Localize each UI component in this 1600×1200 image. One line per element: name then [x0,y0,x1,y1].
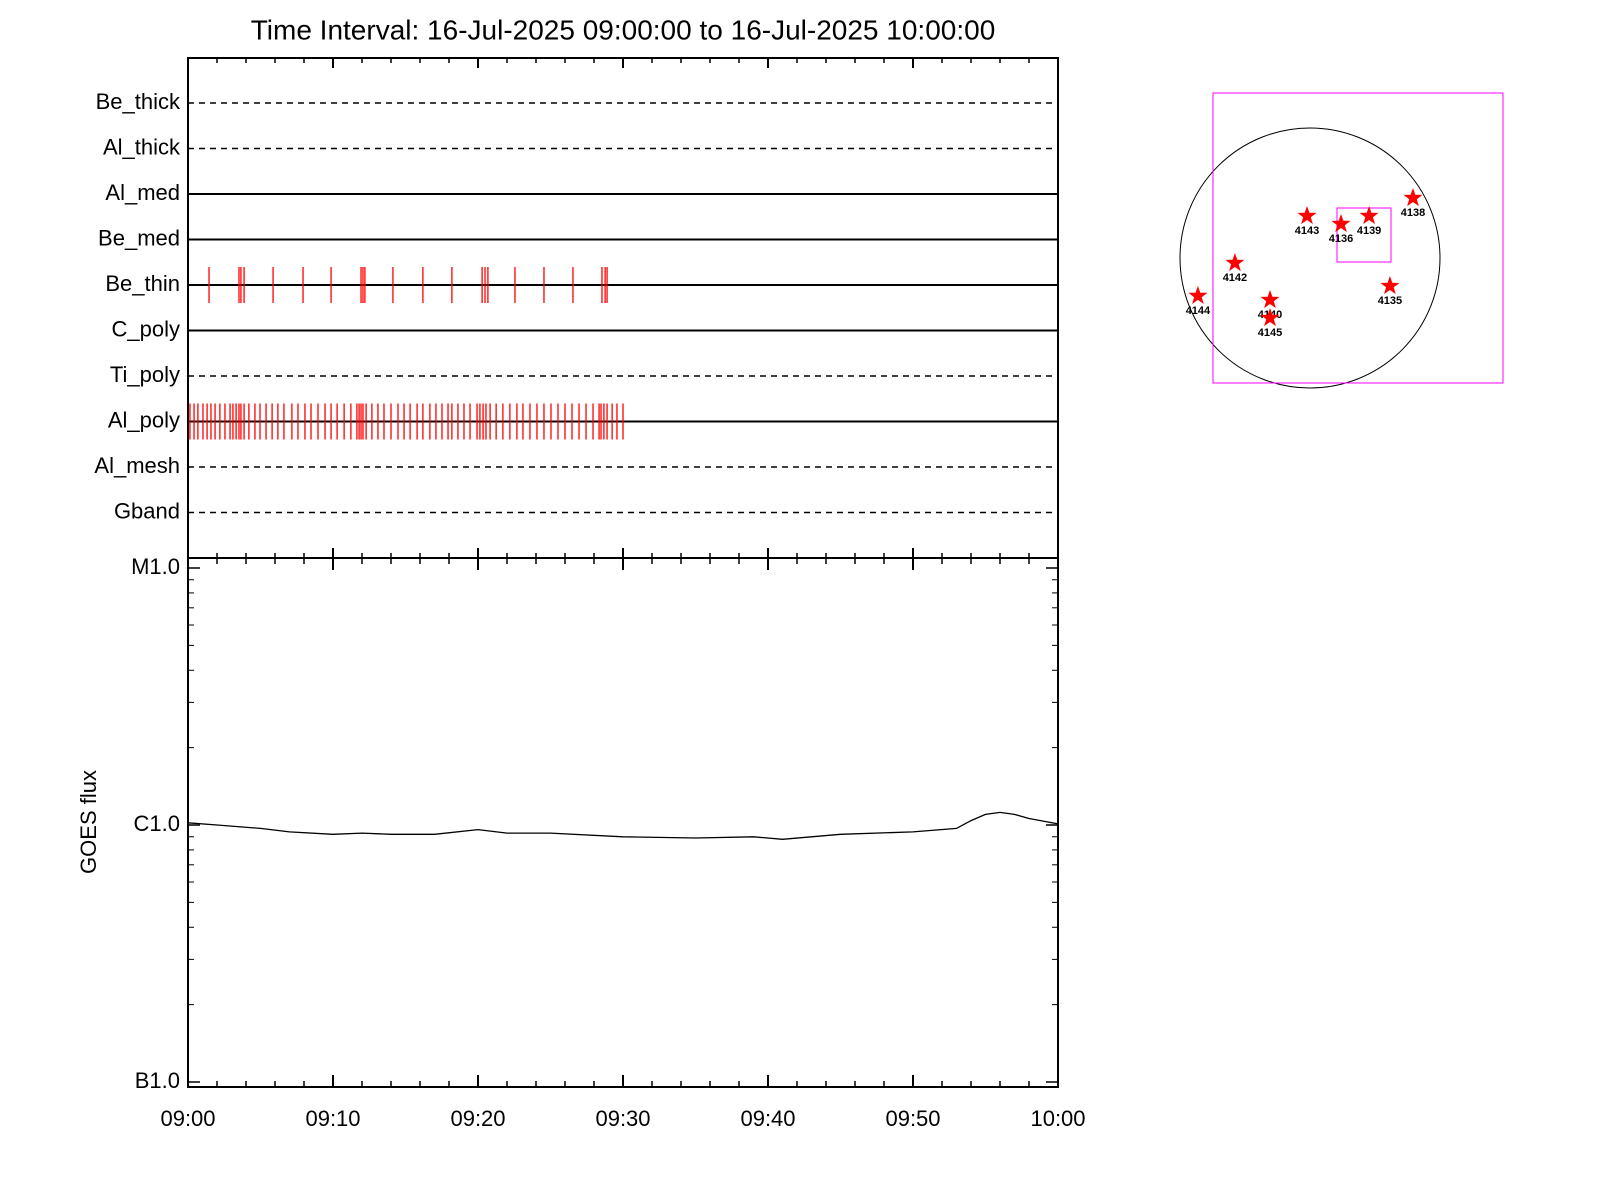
chart-title: Time Interval: 16-Jul-2025 09:00:00 to 1… [251,14,996,45]
row-label: Be_med [98,225,180,250]
region-label: 4136 [1329,233,1353,245]
y-tick-label: B1.0 [135,1068,180,1093]
region-marker [1331,214,1351,233]
row-label: Al_thick [103,134,181,159]
field-of-view [1212,92,1504,384]
x-tick-label: 09:20 [450,1106,505,1131]
y-tick-label: C1.0 [134,811,180,836]
flux-panel-frame [187,557,1059,1088]
event-panel-frame [187,57,1059,559]
flux-line [187,811,1059,840]
solar-disk [1179,127,1441,389]
row-label: Be_thin [105,271,180,296]
y-tick-label: M1.0 [131,554,180,579]
x-tick-label: 09:40 [740,1106,795,1131]
region-label: 4138 [1401,207,1425,219]
x-tick-label: 09:50 [885,1106,940,1131]
y-axis-label: GOES flux [76,770,101,874]
region-label: 4144 [1186,305,1211,317]
x-tick-label: 09:00 [160,1106,215,1131]
region-label: 4142 [1223,272,1247,284]
region-label: 4143 [1295,225,1319,237]
sub-field-of-view [1336,207,1392,263]
row-label: Be_thick [96,89,181,114]
region-label: 4139 [1357,225,1381,237]
region-label: 4145 [1258,327,1282,339]
row-label: Gband [114,498,180,523]
region-marker [1260,290,1280,309]
region-marker [1225,253,1245,272]
row-label: C_poly [112,316,180,341]
row-label: Al_poly [108,407,180,432]
x-tick-label: 09:30 [595,1106,650,1131]
region-marker [1380,276,1400,295]
region-marker [1403,188,1423,207]
row-label: Ti_poly [110,362,180,387]
region-label: 4135 [1378,295,1402,307]
region-marker [1260,308,1280,327]
row-label: Al_med [105,180,180,205]
x-tick-label: 10:00 [1030,1106,1085,1131]
region-marker [1359,206,1379,225]
row-label: Al_mesh [94,453,180,478]
region-marker [1188,285,1208,304]
x-tick-label: 09:10 [305,1106,360,1131]
region-marker [1297,206,1317,225]
